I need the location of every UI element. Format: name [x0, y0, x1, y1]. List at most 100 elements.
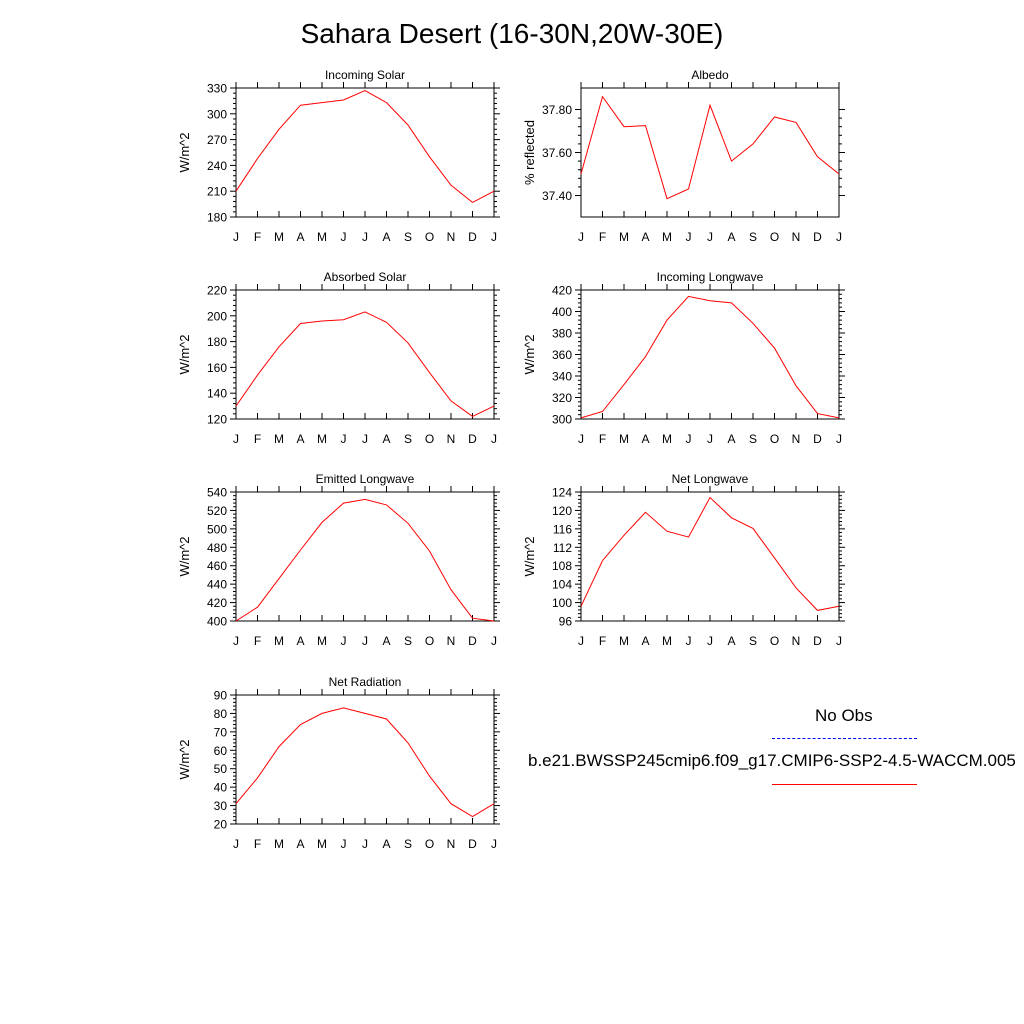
- panel-title: Net Radiation: [329, 675, 402, 689]
- y-tick-label: 440: [207, 578, 227, 592]
- y-tick-label: 40: [214, 781, 228, 795]
- y-tick-label: 124: [552, 486, 572, 500]
- x-tick-label: M: [274, 634, 284, 648]
- y-tick-label: 108: [552, 559, 572, 573]
- x-tick-label: J: [362, 432, 368, 446]
- x-tick-label: J: [836, 230, 842, 244]
- x-tick-label: M: [274, 230, 284, 244]
- y-tick-label: 460: [207, 559, 227, 573]
- y-tick-label: 340: [552, 370, 572, 384]
- y-tick-label: 180: [207, 335, 227, 349]
- x-tick-label: N: [792, 432, 801, 446]
- y-tick-label: 380: [552, 327, 572, 341]
- plot-frame: [235, 289, 495, 420]
- x-tick-label: O: [425, 634, 434, 648]
- series-line-albedo: [580, 95, 840, 200]
- y-tick-label: 160: [207, 361, 227, 375]
- y-tick-label: 60: [214, 744, 228, 758]
- x-tick-label: S: [404, 837, 412, 851]
- y-axis-label: W/m^2: [177, 132, 192, 172]
- x-tick-label: J: [707, 230, 713, 244]
- y-tick-label: 112: [553, 541, 572, 555]
- x-tick-label: S: [404, 432, 412, 446]
- x-tick-label: S: [404, 634, 412, 648]
- x-tick-label: J: [836, 634, 842, 648]
- legend-line-model: [772, 784, 917, 785]
- x-tick-label: M: [662, 634, 672, 648]
- plot-frame: [580, 87, 840, 218]
- panel-title: Emitted Longwave: [316, 472, 415, 486]
- x-tick-label: A: [296, 230, 304, 244]
- x-tick-label: J: [686, 634, 692, 648]
- x-tick-label: F: [254, 230, 261, 244]
- y-tick-label: 96: [559, 615, 573, 629]
- x-tick-label: A: [296, 432, 304, 446]
- y-tick-label: 120: [552, 504, 572, 518]
- x-tick-label: M: [317, 634, 327, 648]
- x-tick-label: J: [362, 634, 368, 648]
- y-axis-label: % reflected: [522, 120, 537, 185]
- x-tick-label: J: [578, 432, 584, 446]
- x-tick-label: J: [578, 230, 584, 244]
- x-tick-label: J: [341, 634, 347, 648]
- y-tick-label: 320: [552, 391, 572, 405]
- x-tick-label: M: [317, 230, 327, 244]
- x-tick-label: F: [599, 634, 606, 648]
- x-tick-label: J: [233, 432, 239, 446]
- y-tick-label: 37.60: [542, 146, 572, 160]
- x-tick-label: A: [727, 634, 735, 648]
- x-tick-label: A: [727, 230, 735, 244]
- x-tick-label: J: [233, 230, 239, 244]
- x-tick-label: S: [404, 230, 412, 244]
- x-tick-label: J: [341, 230, 347, 244]
- x-tick-label: J: [362, 230, 368, 244]
- y-tick-label: 400: [552, 305, 572, 319]
- legend-label-model: b.e21.BWSSP245cmip6.f09_g17.CMIP6-SSP2-4…: [528, 751, 1016, 770]
- x-tick-label: N: [447, 230, 456, 244]
- y-tick-label: 50: [214, 762, 228, 776]
- x-tick-label: F: [599, 230, 606, 244]
- y-tick-label: 104: [552, 578, 572, 592]
- x-tick-label: M: [317, 837, 327, 851]
- x-tick-label: J: [233, 837, 239, 851]
- panel-title: Albedo: [691, 68, 729, 82]
- x-tick-label: J: [341, 432, 347, 446]
- x-tick-label: F: [254, 634, 261, 648]
- x-tick-label: A: [382, 634, 390, 648]
- y-tick-label: 200: [207, 309, 227, 323]
- x-tick-label: M: [662, 230, 672, 244]
- x-tick-label: N: [447, 432, 456, 446]
- series-line-incoming-longwave: [580, 295, 840, 419]
- x-tick-label: M: [317, 432, 327, 446]
- series-line-absorbed-solar: [235, 311, 495, 417]
- x-tick-label: N: [792, 634, 801, 648]
- y-tick-label: 300: [207, 107, 227, 121]
- x-tick-label: F: [599, 432, 606, 446]
- panel-incoming-longwave: Incoming Longwave W/m^2 300 320 340 360 380 400…: [522, 270, 845, 446]
- x-tick-label: J: [491, 634, 497, 648]
- plot-frame: [580, 491, 840, 622]
- x-tick-label: S: [749, 230, 757, 244]
- y-tick-label: 400: [207, 615, 227, 629]
- y-tick-label: 520: [207, 504, 227, 518]
- panel-title: Absorbed Solar: [324, 270, 407, 284]
- x-tick-label: A: [382, 837, 390, 851]
- y-tick-label: 300: [552, 413, 572, 427]
- y-tick-label: 480: [207, 541, 227, 555]
- y-tick-label: 420: [207, 596, 227, 610]
- x-tick-label: A: [382, 230, 390, 244]
- y-axis-label: W/m^2: [177, 334, 192, 374]
- y-tick-label: 360: [552, 348, 572, 362]
- x-tick-label: M: [274, 837, 284, 851]
- y-tick-label: 140: [207, 387, 227, 401]
- y-tick-label: 37.80: [542, 103, 572, 117]
- x-tick-label: F: [254, 837, 261, 851]
- y-tick-label: 70: [214, 725, 228, 739]
- x-tick-label: O: [425, 230, 434, 244]
- x-tick-label: D: [468, 230, 477, 244]
- x-tick-label: J: [341, 837, 347, 851]
- y-tick-label: 80: [214, 707, 228, 721]
- x-tick-label: J: [362, 837, 368, 851]
- y-tick-label: 220: [207, 284, 227, 298]
